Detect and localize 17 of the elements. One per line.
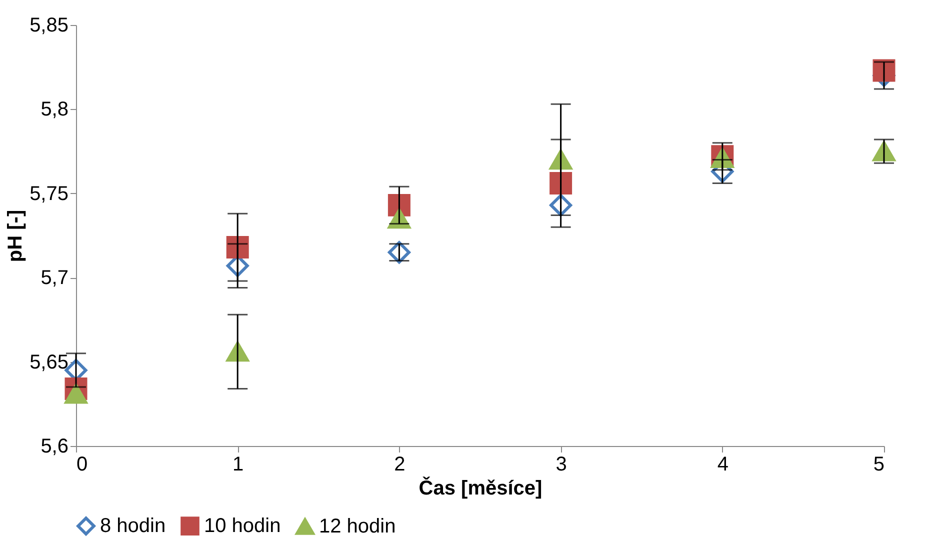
y-tick-label: 5,8 [40,98,68,121]
legend-label: 10 hodin [204,515,281,538]
y-axis-title: pH [-] [4,210,27,262]
y-tick-label: 5,65 [30,351,68,374]
x-tick-label: 5 [873,454,884,476]
x-tick-label: 0 [76,454,88,476]
x-tick-label: 2 [394,454,406,476]
x-tick-label: 1 [232,454,244,476]
legend-label: 8 hodin [100,515,166,538]
y-tick-label: 5,75 [30,182,68,205]
y-tick-label: 5,7 [40,267,68,290]
x-tick-label: 3 [556,454,567,476]
x-axis-title: Čas [měsíce] [418,476,542,500]
y-tick-label: 5,6 [40,436,68,458]
y-tick-label: 5,85 [30,14,68,36]
legend-label: 12 hodin [319,516,396,538]
x-tick-label: 4 [717,454,728,476]
